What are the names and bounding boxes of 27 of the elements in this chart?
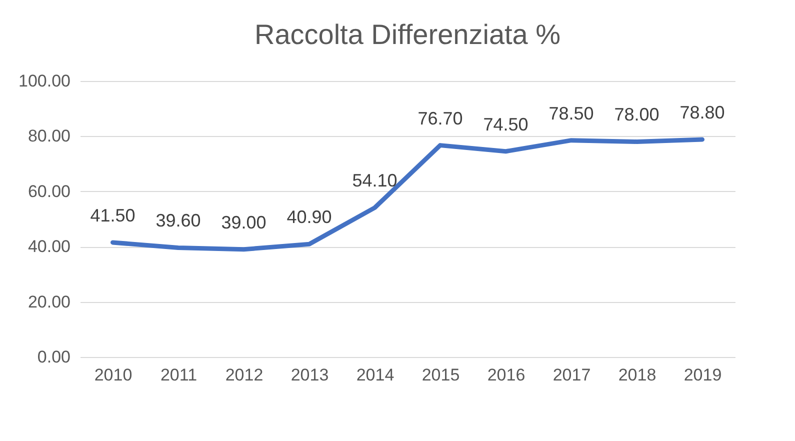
data-label: 40.90: [286, 207, 332, 228]
x-tick-label: 2015: [422, 366, 460, 384]
data-label: 78.80: [680, 102, 725, 123]
x-tick-label: 2016: [487, 366, 526, 384]
x-tick-label: 2010: [94, 366, 132, 384]
data-label: 78.50: [548, 103, 594, 124]
data-label: 39.00: [221, 212, 266, 232]
y-tick-label: 60.00: [28, 182, 70, 201]
y-tick-label: 0.00: [37, 348, 70, 366]
x-tick-label: 2019: [684, 366, 722, 384]
x-tick-label: 2018: [618, 366, 656, 384]
x-tick-label: 2013: [290, 366, 329, 384]
data-label: 78.00: [614, 104, 660, 125]
data-label: 76.70: [418, 108, 463, 128]
y-tick-label: 20.00: [28, 292, 70, 312]
x-tick-label: 2017: [552, 366, 591, 384]
y-tick-label: 100.00: [18, 72, 70, 90]
x-tick-label: 2012: [225, 366, 264, 384]
data-label: 74.50: [483, 114, 528, 134]
y-tick-label: 40.00: [28, 237, 70, 256]
x-tick-label: 2014: [356, 366, 394, 384]
data-label: 54.10: [352, 170, 398, 191]
data-label: 39.60: [156, 210, 201, 231]
x-tick-label: 2011: [160, 366, 198, 384]
data-label: 41.50: [90, 205, 136, 226]
chart-title: Raccolta Differenziata %: [254, 19, 561, 50]
y-tick-label: 80.00: [28, 126, 70, 146]
